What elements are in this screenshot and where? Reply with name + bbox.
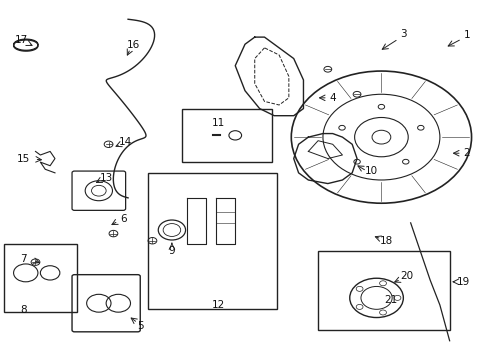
Text: 19: 19: [457, 277, 470, 287]
Bar: [4, 244, 77, 312]
Text: 4: 4: [329, 93, 336, 103]
Text: 18: 18: [380, 236, 393, 246]
Circle shape: [324, 66, 332, 72]
Circle shape: [148, 238, 157, 244]
Text: 5: 5: [137, 321, 144, 332]
Circle shape: [109, 230, 118, 237]
Text: 11: 11: [212, 118, 225, 128]
Text: 13: 13: [99, 173, 113, 183]
Text: 14: 14: [119, 138, 132, 148]
Text: 1: 1: [464, 30, 470, 40]
Bar: [182, 109, 272, 162]
Text: 17: 17: [15, 35, 28, 45]
Bar: [147, 173, 277, 309]
Text: 16: 16: [126, 40, 140, 50]
Text: 6: 6: [120, 214, 126, 224]
Text: 7: 7: [20, 253, 26, 264]
Text: 8: 8: [20, 305, 26, 315]
Text: 12: 12: [212, 300, 225, 310]
Text: 20: 20: [400, 271, 414, 282]
Text: 15: 15: [17, 154, 30, 163]
Text: 3: 3: [400, 28, 407, 39]
Text: 10: 10: [365, 166, 378, 176]
Circle shape: [31, 259, 40, 265]
Bar: [318, 251, 450, 330]
Circle shape: [353, 91, 361, 97]
Text: 9: 9: [169, 247, 175, 256]
Text: 2: 2: [464, 148, 470, 158]
Text: 21: 21: [385, 295, 398, 305]
Circle shape: [104, 141, 113, 148]
